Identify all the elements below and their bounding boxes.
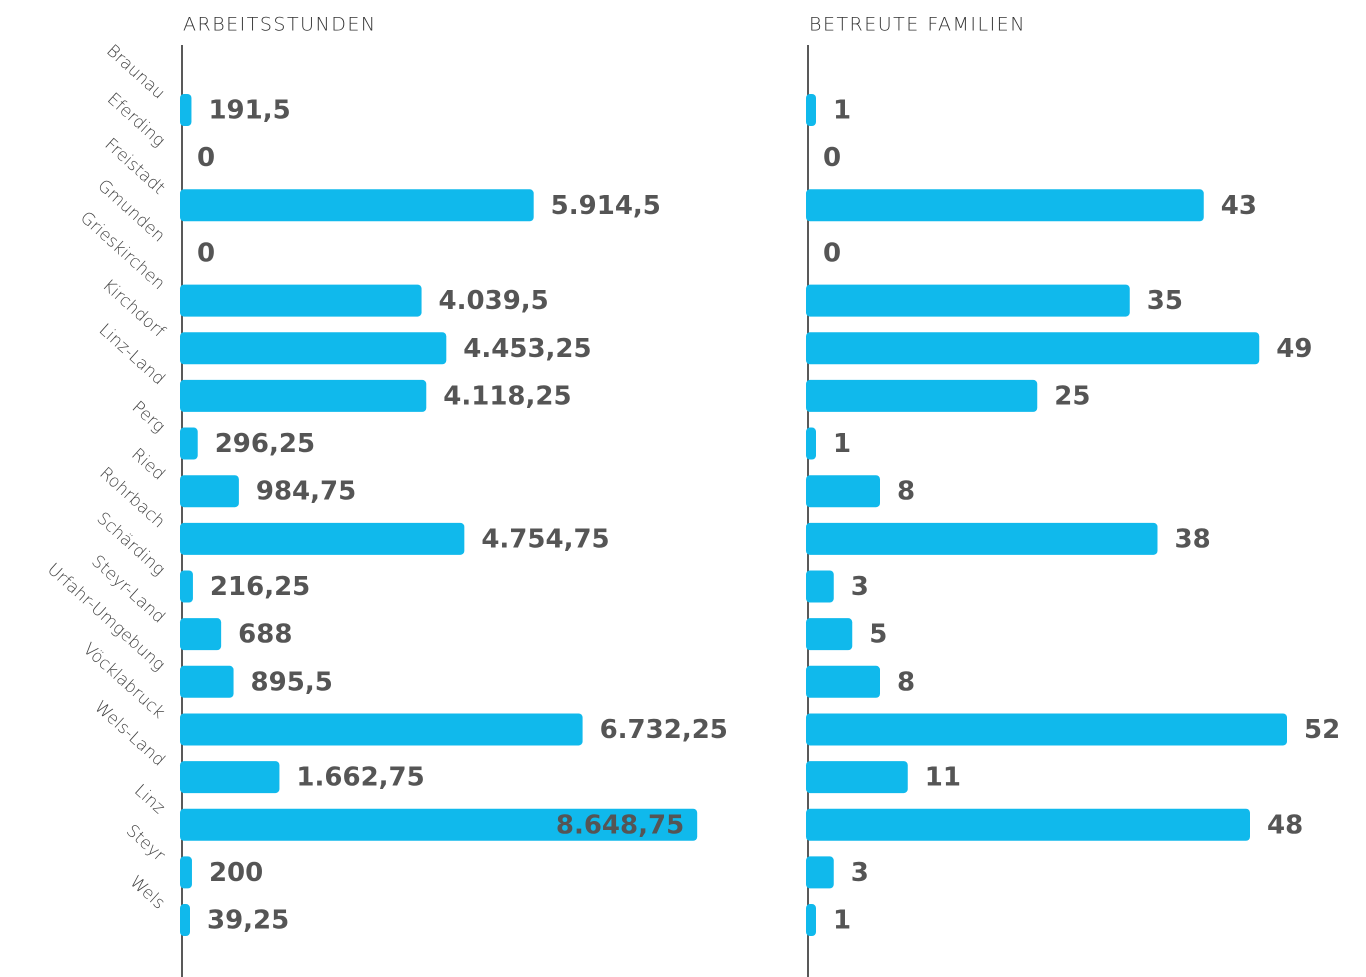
bar <box>180 808 698 841</box>
value-label: 3 <box>851 858 869 888</box>
bar <box>180 856 192 889</box>
value-label: 8 <box>897 477 915 507</box>
bar <box>180 570 193 603</box>
bar <box>180 713 583 746</box>
value-label: 4.453,25 <box>463 334 591 364</box>
bar <box>806 284 1130 317</box>
value-label: 38 <box>1175 524 1211 554</box>
bar <box>806 808 1250 841</box>
category-label: Steyr <box>122 821 169 866</box>
value-label: 39,25 <box>207 906 289 936</box>
value-label: 35 <box>1147 286 1183 316</box>
value-label: 200 <box>209 858 263 888</box>
bar <box>180 189 534 222</box>
value-label: 296,25 <box>215 429 315 459</box>
bar <box>180 761 280 794</box>
value-label: 52 <box>1304 715 1340 745</box>
value-label: 688 <box>238 620 292 650</box>
bar <box>180 427 198 460</box>
bar <box>806 761 908 794</box>
bar <box>180 94 192 126</box>
value-label: 1 <box>833 429 851 459</box>
value-label: 984,75 <box>256 477 356 507</box>
category-label: Ried <box>127 444 168 484</box>
bar <box>806 427 816 460</box>
category-label: Linz <box>130 781 169 819</box>
category-label: Wels <box>126 872 169 914</box>
bar <box>806 522 1158 555</box>
value-label: 4.118,25 <box>443 381 571 411</box>
value-label: 49 <box>1276 334 1312 364</box>
bar <box>180 475 239 508</box>
bar <box>806 332 1260 365</box>
value-label: 43 <box>1221 191 1257 221</box>
value-label: 6.732,25 <box>600 715 728 745</box>
value-label: 4.039,5 <box>439 286 549 316</box>
value-label: 25 <box>1054 381 1090 411</box>
bar <box>180 522 465 555</box>
value-label: 0 <box>823 143 841 173</box>
bar <box>806 379 1038 412</box>
bar <box>180 904 190 937</box>
bar <box>180 665 234 698</box>
bar <box>180 284 422 317</box>
value-label: 8.648,75 <box>556 810 684 840</box>
value-label: 0 <box>197 143 215 173</box>
value-label: 1.662,75 <box>296 763 424 793</box>
bar <box>806 570 834 603</box>
value-label: 216,25 <box>210 572 310 602</box>
value-label: 1 <box>833 96 851 126</box>
bar <box>806 618 853 651</box>
bar <box>180 332 447 365</box>
value-label: 0 <box>197 238 215 268</box>
bar <box>180 618 222 651</box>
bar <box>806 665 880 698</box>
bar <box>806 189 1204 222</box>
bar <box>806 94 816 126</box>
value-label: 4.754,75 <box>481 524 609 554</box>
value-label: 1 <box>833 906 851 936</box>
bar <box>180 379 427 412</box>
value-label: 3 <box>851 572 869 602</box>
panel-title: BETREUTE FAMILIEN <box>809 14 1026 36</box>
value-label: 895,5 <box>251 667 333 697</box>
value-label: 5 <box>869 620 887 650</box>
panel-title: ARBEITSSTUNDEN <box>183 14 377 36</box>
bar <box>806 475 880 508</box>
value-label: 5.914,5 <box>551 191 661 221</box>
value-label: 191,5 <box>208 96 290 126</box>
category-label: Perg <box>128 397 169 437</box>
bar <box>806 713 1287 746</box>
value-label: 0 <box>823 238 841 268</box>
value-label: 8 <box>897 667 915 697</box>
value-label: 48 <box>1267 810 1303 840</box>
bar <box>806 904 816 937</box>
value-label: 11 <box>925 763 961 793</box>
bar <box>806 856 834 889</box>
